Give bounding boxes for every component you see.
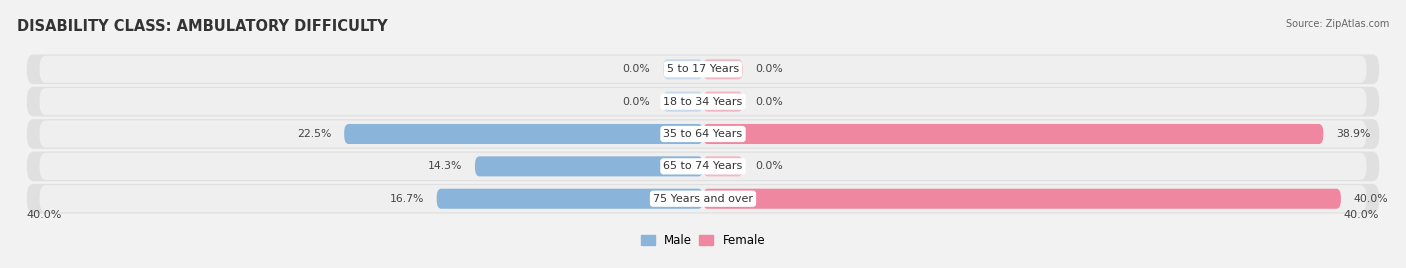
Text: DISABILITY CLASS: AMBULATORY DIFFICULTY: DISABILITY CLASS: AMBULATORY DIFFICULTY <box>17 19 388 34</box>
FancyBboxPatch shape <box>703 124 1323 144</box>
Text: 0.0%: 0.0% <box>623 97 651 107</box>
Text: 75 Years and over: 75 Years and over <box>652 194 754 204</box>
FancyBboxPatch shape <box>703 59 742 79</box>
Text: 35 to 64 Years: 35 to 64 Years <box>664 129 742 139</box>
Text: 14.3%: 14.3% <box>427 161 463 171</box>
Text: 65 to 74 Years: 65 to 74 Years <box>664 161 742 171</box>
FancyBboxPatch shape <box>39 88 1367 115</box>
Text: 40.0%: 40.0% <box>27 210 62 220</box>
FancyBboxPatch shape <box>27 54 1379 84</box>
Text: 40.0%: 40.0% <box>1344 210 1379 220</box>
FancyBboxPatch shape <box>39 185 1367 212</box>
Text: 18 to 34 Years: 18 to 34 Years <box>664 97 742 107</box>
Text: 0.0%: 0.0% <box>755 161 783 171</box>
Legend: Male, Female: Male, Female <box>636 229 770 252</box>
Text: 40.0%: 40.0% <box>1354 194 1388 204</box>
FancyBboxPatch shape <box>664 59 703 79</box>
Text: 16.7%: 16.7% <box>389 194 425 204</box>
Text: 0.0%: 0.0% <box>623 64 651 74</box>
FancyBboxPatch shape <box>703 156 742 176</box>
FancyBboxPatch shape <box>39 153 1367 180</box>
FancyBboxPatch shape <box>475 156 703 176</box>
Text: 5 to 17 Years: 5 to 17 Years <box>666 64 740 74</box>
Text: Source: ZipAtlas.com: Source: ZipAtlas.com <box>1285 19 1389 29</box>
FancyBboxPatch shape <box>664 92 703 112</box>
FancyBboxPatch shape <box>39 120 1367 148</box>
FancyBboxPatch shape <box>27 119 1379 149</box>
FancyBboxPatch shape <box>39 56 1367 83</box>
Text: 22.5%: 22.5% <box>297 129 332 139</box>
FancyBboxPatch shape <box>437 189 703 209</box>
FancyBboxPatch shape <box>703 92 742 112</box>
FancyBboxPatch shape <box>27 184 1379 214</box>
FancyBboxPatch shape <box>344 124 703 144</box>
Text: 38.9%: 38.9% <box>1336 129 1371 139</box>
FancyBboxPatch shape <box>703 189 1341 209</box>
Text: 0.0%: 0.0% <box>755 64 783 74</box>
Text: 0.0%: 0.0% <box>755 97 783 107</box>
FancyBboxPatch shape <box>27 151 1379 181</box>
FancyBboxPatch shape <box>27 87 1379 117</box>
